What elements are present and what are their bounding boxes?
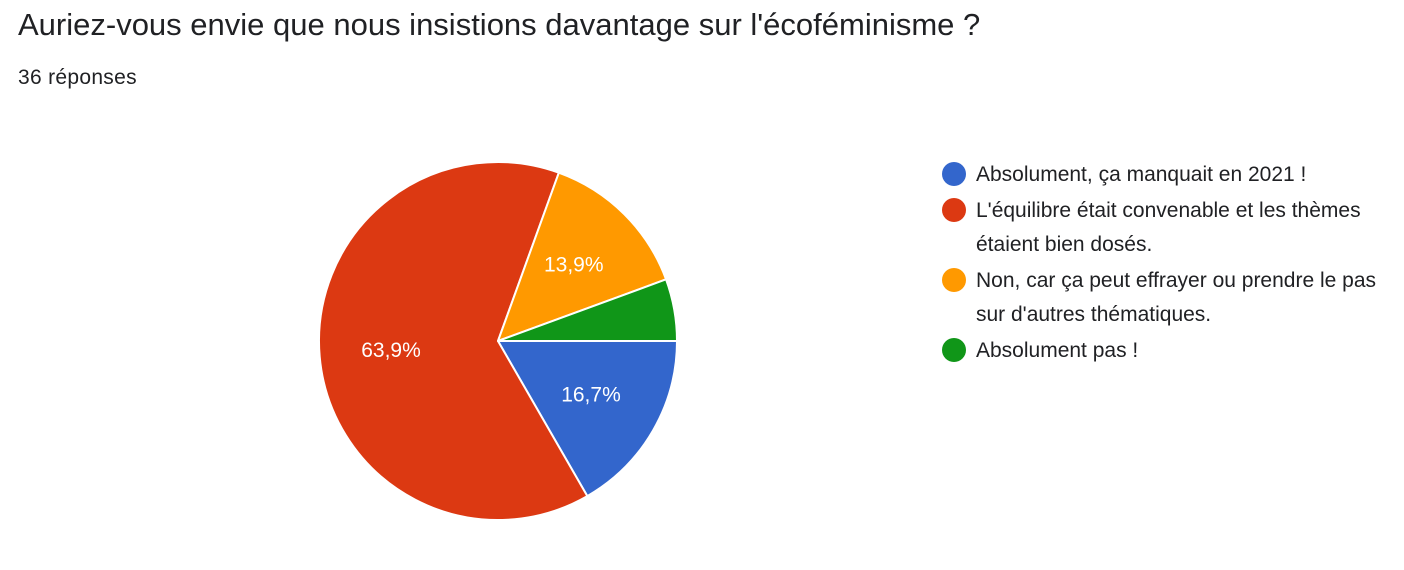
pie-slice[interactable] (497, 171, 668, 342)
legend-swatch (942, 338, 966, 362)
legend-label: L'équilibre était convenable et les thèm… (976, 199, 1361, 256)
response-count: 36 réponses (18, 66, 137, 89)
legend-swatch (942, 162, 966, 186)
slice-label: 16,7% (561, 383, 621, 406)
legend-label: Absolument, ça manquait en 2021 ! (976, 163, 1307, 186)
pie-slice[interactable] (317, 161, 589, 521)
legend-swatch (942, 198, 966, 222)
slice-label: 63,9% (361, 339, 421, 362)
legend-swatch (942, 268, 966, 292)
pie-chart: 16,7% 63,9% 13,9% (317, 161, 678, 521)
legend-label: Absolument pas ! (976, 339, 1139, 362)
pie-slice[interactable] (497, 278, 678, 342)
chart-title: Auriez-vous envie que nous insistions da… (18, 7, 981, 42)
legend-item-equilibre[interactable]: L'équilibre était convenable et les thèm… (942, 194, 1397, 262)
legend-item-absolument-pas[interactable]: Absolument pas ! (942, 334, 1397, 368)
slice-label: 13,9% (544, 253, 604, 276)
legend-item-non[interactable]: Non, car ça peut effrayer ou prendre le … (942, 264, 1397, 332)
pie-slice[interactable] (497, 340, 678, 498)
legend-item-absolument[interactable]: Absolument, ça manquait en 2021 ! (942, 158, 1397, 192)
chart-legend: Absolument, ça manquait en 2021 ! L'équi… (942, 158, 1397, 370)
legend-label: Non, car ça peut effrayer ou prendre le … (976, 269, 1377, 326)
